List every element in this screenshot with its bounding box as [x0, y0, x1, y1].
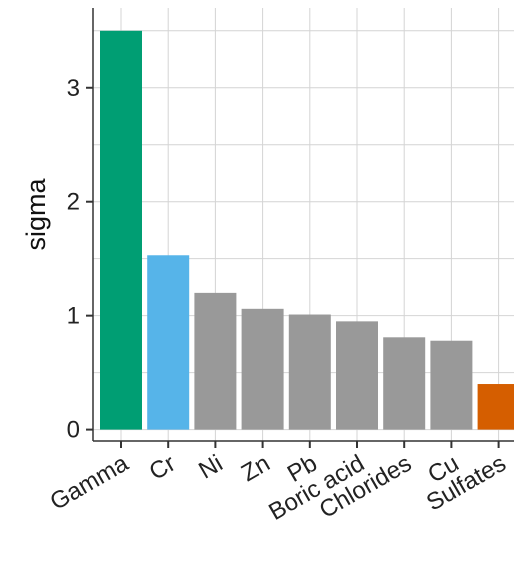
bar-cu [430, 340, 473, 430]
bar-zn [241, 308, 284, 430]
y-tick-label: 2 [67, 189, 80, 216]
bar-cr [147, 255, 190, 430]
y-tick-label: 1 [67, 303, 80, 330]
x-tick-label: Zn [237, 450, 275, 487]
bar-gamma [100, 30, 142, 430]
axes [86, 8, 514, 448]
x-tick-label: Ni [194, 450, 227, 485]
bars [100, 30, 514, 430]
y-axis-title: sigma [21, 178, 51, 251]
y-tick-label: 0 [67, 417, 80, 444]
bar-chlorides [383, 337, 426, 430]
bar-ni [194, 292, 237, 430]
bar-pb [288, 314, 331, 430]
bar-boric-acid [336, 321, 378, 430]
x-tick-label: Gamma [46, 449, 134, 515]
y-tick-label: 3 [67, 75, 80, 102]
x-tick-label: Cr [145, 450, 180, 486]
bar-sulfates [477, 384, 514, 430]
